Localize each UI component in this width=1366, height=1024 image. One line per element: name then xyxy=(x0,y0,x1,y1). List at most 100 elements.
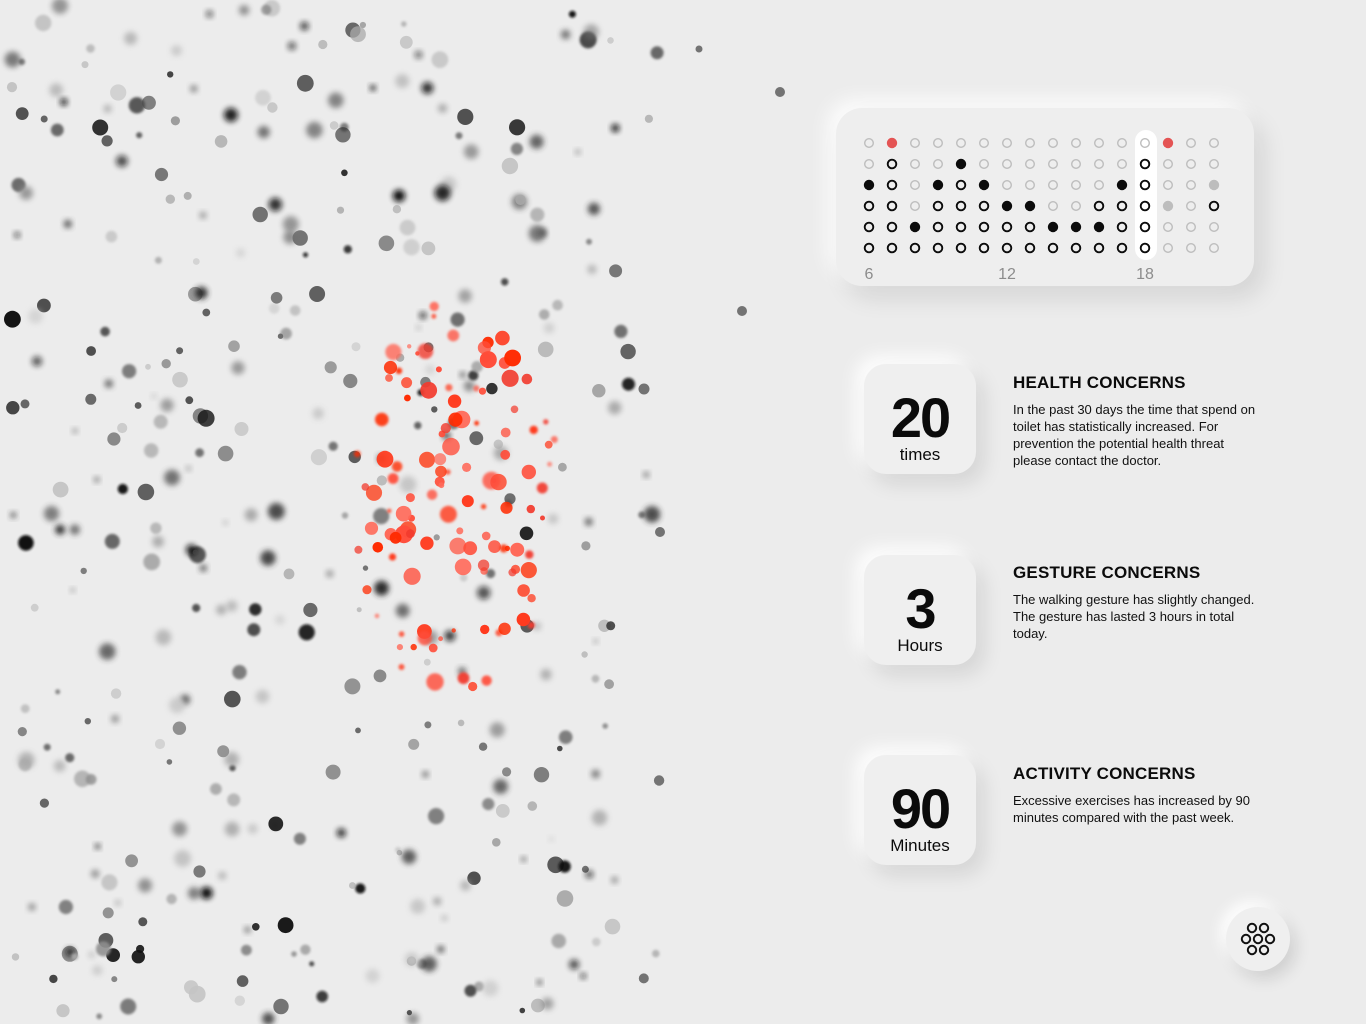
particle-dot xyxy=(537,341,554,358)
hour-dot xyxy=(864,159,875,170)
particle-dot xyxy=(474,981,484,992)
particle-dot xyxy=(228,340,240,353)
particle-dot xyxy=(350,26,366,43)
particle-dot-highlight xyxy=(540,515,545,521)
particle-dot xyxy=(283,230,297,244)
particle-dot xyxy=(110,688,122,699)
hour-dot xyxy=(1024,242,1036,254)
particle-dot-highlight xyxy=(407,344,412,349)
particle-dot-highlight xyxy=(364,521,379,535)
gesture-stat-value: 3 xyxy=(905,577,936,640)
particle-dot xyxy=(529,134,544,149)
particle-dot xyxy=(255,89,271,106)
particle-dot xyxy=(316,990,329,1003)
menu-button[interactable] xyxy=(1226,907,1290,971)
particle-dot xyxy=(592,384,606,398)
particle-dot xyxy=(421,241,436,256)
particle-dot xyxy=(602,723,608,729)
particle-dot xyxy=(504,493,516,505)
particle-dot xyxy=(6,401,20,415)
particle-dot xyxy=(136,132,143,139)
particle-dot xyxy=(216,604,227,615)
particle-dot-highlight xyxy=(438,636,443,642)
particle-dot-highlight xyxy=(361,483,370,491)
particle-dot-highlight xyxy=(481,531,491,541)
particle-dot xyxy=(373,669,387,683)
particle-dot xyxy=(471,361,483,373)
particle-dot xyxy=(584,517,593,526)
particle-dot-highlight xyxy=(521,464,536,480)
particle-dot xyxy=(425,364,436,375)
particle-dot xyxy=(530,207,545,222)
particle-dot xyxy=(434,185,451,201)
particle-dot xyxy=(543,322,555,334)
activity-stat-unit: Minutes xyxy=(890,836,950,855)
particle-dot xyxy=(252,206,268,223)
hour-dot xyxy=(955,242,967,254)
hour-dot xyxy=(1094,179,1105,190)
particle-dot xyxy=(356,607,362,613)
hour-dot xyxy=(978,138,989,149)
particle-dot-highlight xyxy=(404,394,411,402)
particle-dot xyxy=(604,918,621,935)
particle-dot xyxy=(300,21,309,31)
particle-dot xyxy=(267,102,278,113)
particle-dot xyxy=(150,522,162,534)
particle-dot xyxy=(134,402,142,409)
particle-dot xyxy=(292,230,308,246)
particle-dot xyxy=(408,738,420,750)
particle-dot-highlight xyxy=(383,360,398,375)
particle-dot xyxy=(421,82,434,94)
hour-dot xyxy=(1070,138,1081,149)
health-stat-tile[interactable]: 20 times xyxy=(864,364,976,474)
hour-dot xyxy=(886,221,898,233)
particle-dot xyxy=(326,570,334,578)
particle-dot-highlight xyxy=(499,544,508,553)
particle-dot-highlight xyxy=(426,673,444,691)
gesture-stat-tile[interactable]: 3 Hours xyxy=(864,555,976,665)
particle-dot xyxy=(85,393,97,405)
particle-dot xyxy=(300,944,311,955)
particle-dot-highlight xyxy=(500,501,513,514)
hour-dot xyxy=(1093,221,1105,233)
particle-dot xyxy=(431,51,449,69)
particle-dot xyxy=(401,21,407,27)
particle-dot-highlight xyxy=(440,423,451,434)
particle-dot xyxy=(519,1007,526,1014)
particle-dot xyxy=(324,361,337,374)
hour-dot xyxy=(1163,221,1174,232)
hour-dot xyxy=(1070,159,1081,170)
hour-dot xyxy=(932,179,944,191)
particle-dot xyxy=(51,0,69,14)
particle-dot xyxy=(20,399,30,409)
particle-dot-highlight xyxy=(405,493,415,503)
particle-dot xyxy=(257,126,270,139)
hour-dot xyxy=(1186,179,1197,190)
particle-dot-highlight xyxy=(426,489,438,500)
particle-dot xyxy=(424,721,432,729)
axis-label-6: 6 xyxy=(865,266,874,283)
particle-dot xyxy=(309,961,315,967)
particle-dot xyxy=(335,127,351,143)
particle-dot xyxy=(296,74,314,92)
hour-dot xyxy=(1186,159,1197,170)
particle-dot xyxy=(638,383,650,395)
particle-dot xyxy=(4,51,21,68)
particle-dot xyxy=(183,191,192,200)
particle-dot xyxy=(460,880,471,891)
particle-dot-highlight xyxy=(504,349,521,367)
particle-dot xyxy=(455,132,463,140)
particle-dot xyxy=(205,10,214,18)
particle-dot xyxy=(84,718,92,725)
health-concerns-description: In the past 30 days the time that spend … xyxy=(1013,402,1256,468)
particle-dot xyxy=(30,603,39,612)
hour-dot xyxy=(1186,242,1197,253)
particle-dot-highlight xyxy=(454,558,472,576)
particle-dot xyxy=(551,933,566,949)
particle-dot xyxy=(92,119,109,136)
activity-stat-tile[interactable]: 90 Minutes xyxy=(864,755,976,865)
particle-dot-highlight xyxy=(498,622,511,635)
particle-dot xyxy=(170,116,180,126)
particle-dot-highlight xyxy=(479,351,497,369)
particle-dot xyxy=(422,771,429,778)
